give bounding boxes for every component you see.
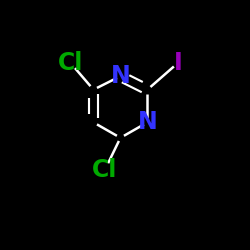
Text: Cl: Cl (58, 51, 83, 75)
Text: Cl: Cl (92, 158, 118, 182)
Text: N: N (110, 64, 130, 88)
Text: I: I (174, 51, 182, 75)
Text: N: N (138, 110, 157, 134)
